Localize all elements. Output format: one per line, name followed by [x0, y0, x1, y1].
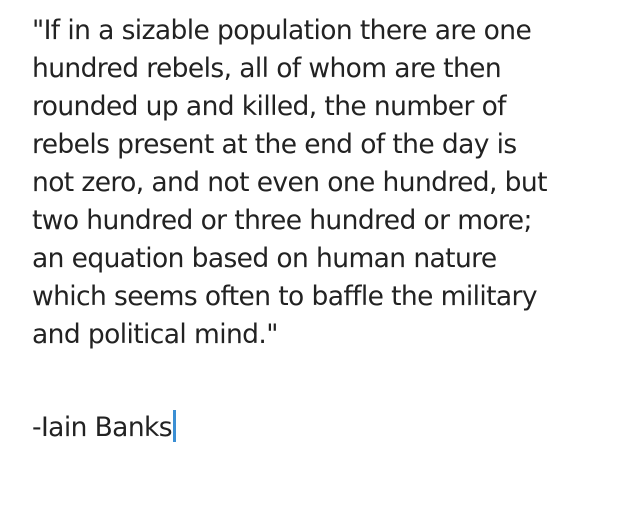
quote-line-4: rebels present at the end of the day is [32, 129, 517, 160]
quote-line-9: and political mind." [32, 319, 278, 350]
quote-line-3: rounded up and killed, the number of [32, 91, 507, 122]
quote-line-8: which seems often to baffle the military [32, 281, 538, 312]
quote-line-2: hundred rebels, all of whom are then [32, 53, 502, 84]
blank-line [32, 354, 632, 409]
note-text-area[interactable]: "If in a sizable population there are on… [32, 12, 632, 447]
quote-line-1: "If in a sizable population there are on… [32, 15, 532, 46]
text-cursor [172, 410, 176, 442]
attribution-text: -Iain Banks [32, 412, 173, 443]
quote-line-7: an equation based on human nature [32, 243, 497, 274]
attribution-line: -Iain Banks [32, 409, 632, 447]
quote-line-5: not zero, and not even one hundred, but [32, 167, 547, 198]
quote-line-6: two hundred or three hundred or more; [32, 205, 532, 236]
